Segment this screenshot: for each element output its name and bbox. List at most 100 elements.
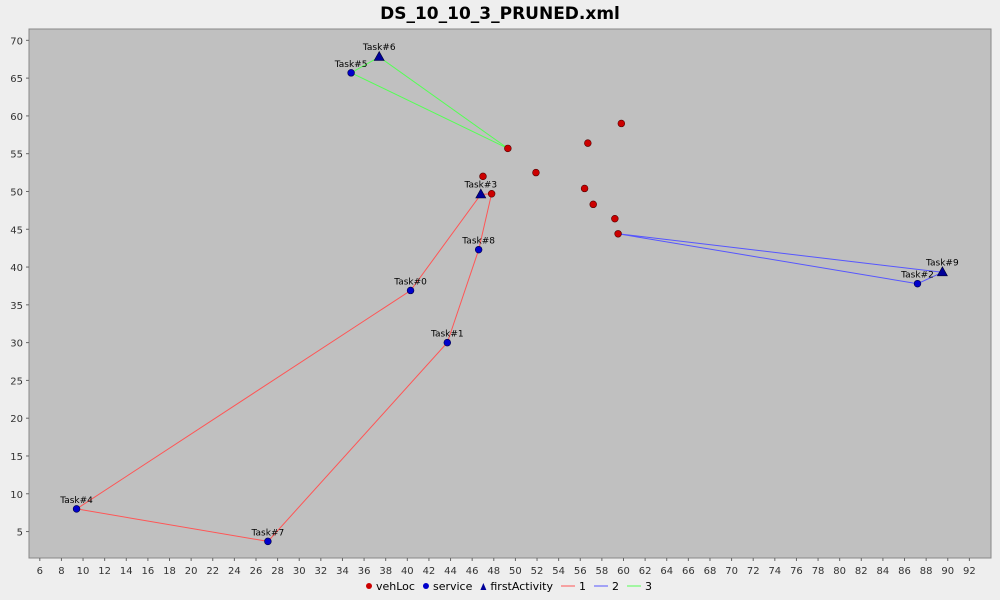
legend-label-firstActivity: firstActivity bbox=[490, 580, 553, 593]
x-tick-label: 28 bbox=[271, 566, 284, 577]
legend-label-service: service bbox=[433, 580, 473, 593]
task-label: Task#0 bbox=[393, 277, 427, 287]
y-tick-label: 65 bbox=[10, 74, 23, 85]
task-label: Task#8 bbox=[461, 237, 495, 247]
x-tick-label: 86 bbox=[898, 566, 911, 577]
x-tick-label: 30 bbox=[293, 566, 306, 577]
route-lines bbox=[75, 56, 945, 542]
x-tick-label: 16 bbox=[142, 566, 155, 577]
route-1-line bbox=[75, 193, 493, 542]
x-tick-label: 80 bbox=[833, 566, 846, 577]
x-tick-label: 78 bbox=[812, 566, 825, 577]
x-tick-label: 24 bbox=[228, 566, 241, 577]
x-tick-label: 68 bbox=[704, 566, 717, 577]
x-tick-label: 72 bbox=[747, 566, 760, 577]
first-activity-point bbox=[936, 266, 948, 277]
x-tick-label: 18 bbox=[163, 566, 176, 577]
legend: vehLoc service firstActivity 1 2 3 bbox=[366, 580, 652, 593]
first-activity-point bbox=[373, 50, 385, 61]
y-tick-label: 45 bbox=[10, 225, 23, 236]
x-tick-label: 76 bbox=[790, 566, 803, 577]
x-tick-label: 82 bbox=[855, 566, 868, 577]
legend-marker-firstActivity bbox=[480, 583, 487, 590]
y-tick-label: 25 bbox=[10, 376, 23, 387]
x-tick-label: 58 bbox=[596, 566, 609, 577]
task-label: Task#2 bbox=[900, 271, 934, 281]
legend-label-3: 3 bbox=[645, 580, 652, 593]
legend-label-2: 2 bbox=[612, 580, 619, 593]
x-tick-label: 46 bbox=[466, 566, 479, 577]
x-tick-label: 88 bbox=[920, 566, 933, 577]
route-3-line bbox=[350, 56, 509, 149]
legend-label-vehLoc: vehLoc bbox=[376, 580, 415, 593]
route-2-line bbox=[618, 233, 945, 285]
x-tick-label: 74 bbox=[768, 566, 781, 577]
x-tick-label: 56 bbox=[574, 566, 587, 577]
x-tick-label: 64 bbox=[660, 566, 673, 577]
x-tick-label: 66 bbox=[682, 566, 695, 577]
x-tick-label: 34 bbox=[336, 566, 349, 577]
task-label: Task#4 bbox=[59, 496, 93, 506]
service-point bbox=[406, 286, 415, 295]
service-point bbox=[443, 338, 452, 347]
x-tick-label: 44 bbox=[444, 566, 457, 577]
y-tick-label: 20 bbox=[10, 414, 23, 425]
y-tick-label: 10 bbox=[10, 490, 23, 501]
x-tick-label: 22 bbox=[206, 566, 219, 577]
y-tick-label: 35 bbox=[10, 301, 23, 312]
x-tick-label: 52 bbox=[531, 566, 544, 577]
x-tick-label: 8 bbox=[58, 566, 64, 577]
x-tick-label: 92 bbox=[963, 566, 976, 577]
x-tick-label: 54 bbox=[552, 566, 565, 577]
vehloc-point bbox=[532, 168, 540, 177]
vehloc-point bbox=[487, 190, 496, 198]
x-tick-label: 12 bbox=[98, 566, 111, 577]
y-tick-label: 70 bbox=[10, 36, 23, 47]
x-tick-label: 84 bbox=[877, 566, 890, 577]
service-point bbox=[474, 245, 483, 254]
service-point bbox=[264, 537, 272, 546]
y-tick-label: 15 bbox=[10, 452, 23, 463]
x-tick-label: 70 bbox=[725, 566, 738, 577]
vehloc-point bbox=[589, 200, 597, 209]
service-point bbox=[347, 69, 355, 77]
task-label: Task#1 bbox=[430, 330, 464, 340]
vehloc-point bbox=[479, 172, 487, 181]
vehloc-point bbox=[614, 230, 622, 238]
x-tick-label: 32 bbox=[314, 566, 327, 577]
x-tick-label: 10 bbox=[77, 566, 90, 577]
legend-marker-service bbox=[422, 583, 429, 589]
x-tick-label: 50 bbox=[509, 566, 522, 577]
vehloc-point bbox=[504, 144, 512, 153]
vehloc-point bbox=[580, 184, 589, 193]
task-label: Task#6 bbox=[362, 43, 396, 53]
markers bbox=[72, 50, 948, 546]
y-tick-label: 30 bbox=[10, 339, 23, 350]
x-tick-label: 20 bbox=[185, 566, 198, 577]
x-tick-label: 26 bbox=[250, 566, 263, 577]
service-point bbox=[72, 505, 81, 513]
task-labels: Task#5 Task#8 Task#0 Task#2 Task#1 Task#4 Task… bbox=[59, 43, 959, 538]
y-tick-label: 5 bbox=[17, 528, 23, 539]
x-tick-label: 38 bbox=[379, 566, 392, 577]
vehloc-point bbox=[617, 119, 626, 128]
x-tick-label: 36 bbox=[358, 566, 371, 577]
task-label: Task#9 bbox=[925, 258, 959, 268]
vehloc-point bbox=[584, 139, 592, 147]
x-axis: 6 8 10 12 14 16 18 20 22 24 26 28 30 32 34 36 38 40 42 44 46… bbox=[37, 558, 976, 577]
y-tick-label: 50 bbox=[10, 187, 23, 198]
first-activity-point bbox=[475, 188, 487, 199]
y-tick-label: 40 bbox=[10, 263, 23, 274]
legend-label-1: 1 bbox=[579, 580, 586, 593]
x-tick-label: 6 bbox=[37, 566, 43, 577]
x-tick-label: 90 bbox=[941, 566, 954, 577]
x-tick-label: 48 bbox=[487, 566, 500, 577]
y-tick-label: 60 bbox=[10, 112, 23, 123]
x-tick-label: 60 bbox=[617, 566, 630, 577]
task-label: Task#3 bbox=[463, 181, 497, 191]
service-point bbox=[913, 279, 922, 288]
x-tick-label: 40 bbox=[401, 566, 414, 577]
x-tick-label: 62 bbox=[639, 566, 652, 577]
plot-area bbox=[28, 28, 992, 559]
